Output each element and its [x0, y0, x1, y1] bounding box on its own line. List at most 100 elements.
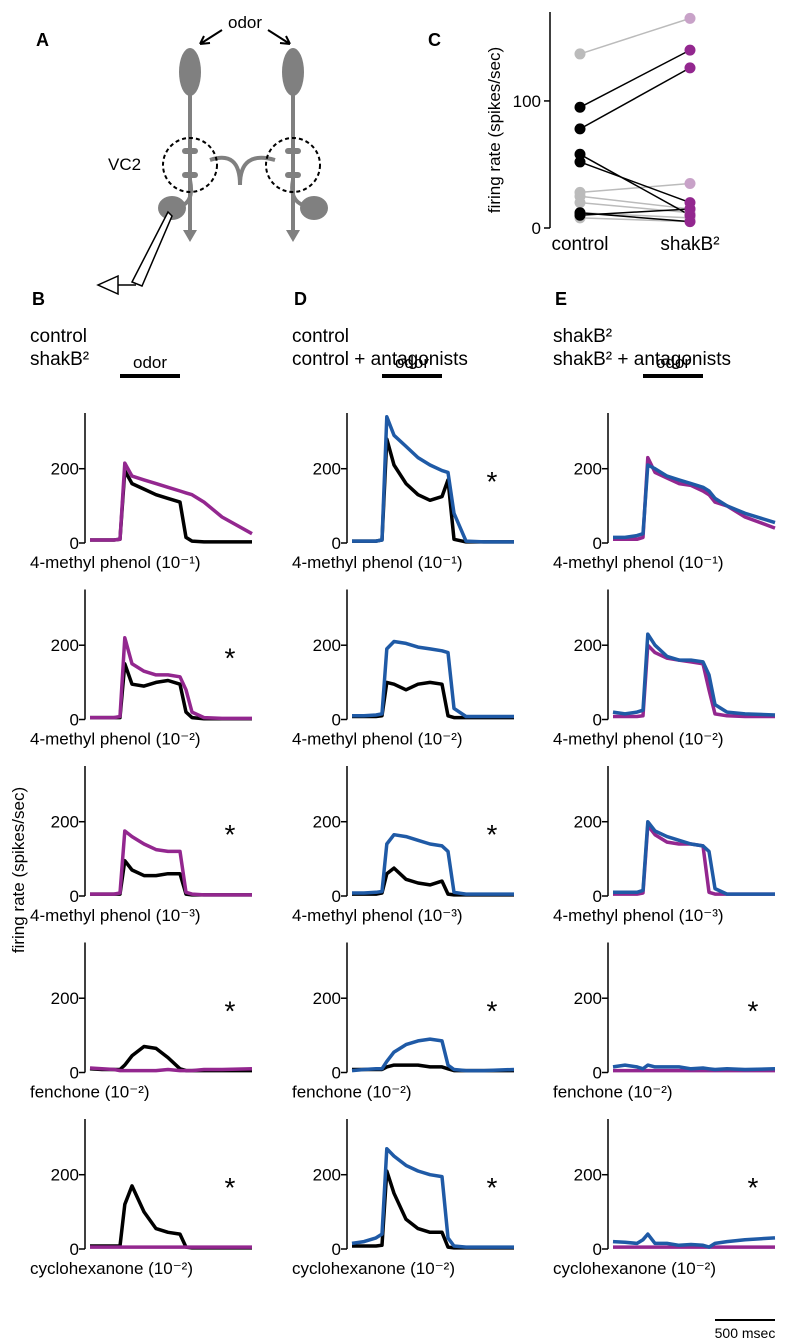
y-tick-label: 200: [51, 1166, 79, 1185]
legend-entry: shakB²: [30, 349, 89, 370]
neuron: [282, 48, 304, 96]
y-tick-label: 0: [332, 887, 341, 906]
significance: *: [225, 819, 236, 850]
y-tick-label: 200: [51, 813, 79, 832]
y-axis-label: firing rate (spikes/sec): [9, 787, 28, 953]
stimulus-label: 4-methyl phenol (10⁻¹): [30, 553, 201, 572]
trace: [612, 1063, 776, 1072]
y-tick-label: 200: [51, 989, 79, 1008]
trace: [613, 823, 775, 896]
trace: [613, 455, 776, 542]
y-tick-label: 100: [513, 92, 541, 111]
point: [684, 216, 696, 228]
y-tick-label: 200: [574, 1166, 602, 1185]
y-tick-label: 200: [574, 636, 602, 655]
trace: [90, 636, 252, 721]
y-tick-label: 0: [332, 534, 341, 553]
arrow: [199, 29, 223, 45]
trace: [351, 1146, 514, 1249]
point: [574, 197, 586, 209]
y-tick-label: 0: [593, 887, 602, 906]
panel-label: D: [294, 289, 307, 309]
point: [574, 48, 586, 60]
y-axis-label: firing rate (spikes/sec): [485, 47, 504, 213]
significance: *: [225, 1172, 236, 1203]
legend-entry: shakB²: [553, 326, 612, 347]
legend-entry: control: [292, 326, 349, 347]
stimulus-label: fenchone (10⁻²): [553, 1083, 673, 1102]
terminal: [285, 148, 301, 154]
trace: [612, 1232, 776, 1249]
neuron: [300, 196, 328, 220]
diagram: A odor VC2: [36, 13, 328, 296]
pair-line: [579, 208, 691, 217]
y-tick-label: 0: [532, 219, 541, 238]
significance: *: [748, 1172, 759, 1203]
point: [574, 148, 586, 160]
arrow: [267, 29, 291, 45]
legend-entry: control: [30, 326, 87, 347]
y-tick-label: 200: [313, 989, 341, 1008]
significance: *: [487, 466, 498, 497]
odor-label: odor: [395, 353, 429, 372]
stimulus-label: cyclohexanone (10⁻²): [553, 1259, 716, 1278]
trace: [90, 468, 252, 544]
y-tick-label: 0: [332, 1240, 341, 1259]
point: [684, 12, 696, 24]
pair-line: [579, 153, 691, 216]
trace: [613, 463, 776, 540]
legend-entry: control + antagonists: [292, 349, 468, 370]
y-tick-label: 0: [593, 1064, 602, 1083]
glomerulus-label: VC2: [108, 155, 141, 174]
y-tick-label: 0: [332, 1064, 341, 1083]
panel-label: B: [32, 289, 45, 309]
stimulus-label: 4-methyl phenol (10⁻³): [292, 906, 463, 925]
pair-line: [579, 182, 691, 194]
terminal: [182, 172, 198, 178]
y-tick-label: 200: [313, 636, 341, 655]
stimulus-label: cyclohexanone (10⁻²): [30, 1259, 193, 1278]
y-tick-label: 0: [70, 1064, 79, 1083]
x-tick-label: control: [551, 234, 608, 255]
y-tick-label: 0: [70, 1240, 79, 1259]
stimulus-label: 4-methyl phenol (10⁻³): [553, 906, 724, 925]
trace: [90, 829, 252, 897]
significance: *: [225, 996, 236, 1027]
stimulus-label: cyclohexanone (10⁻²): [292, 1259, 455, 1278]
electrode: [130, 210, 173, 287]
trace: [351, 1037, 515, 1073]
y-tick-label: 200: [313, 460, 341, 479]
y-tick-label: 0: [593, 711, 602, 730]
stimulus-label: 4-methyl phenol (10⁻²): [553, 730, 724, 749]
significance: *: [487, 1172, 498, 1203]
y-tick-label: 0: [593, 534, 602, 553]
y-tick-label: 0: [70, 887, 79, 906]
point: [574, 123, 586, 135]
y-tick-label: 0: [70, 711, 79, 730]
y-tick-label: 200: [313, 813, 341, 832]
stimulus-label: 4-methyl phenol (10⁻¹): [292, 553, 463, 572]
y-tick-label: 0: [70, 534, 79, 553]
y-tick-label: 200: [574, 813, 602, 832]
y-tick-label: 200: [51, 636, 79, 655]
significance: *: [487, 819, 498, 850]
pair-line: [579, 217, 691, 223]
panel-label: A: [36, 30, 49, 50]
glomerulus: [162, 137, 218, 193]
pair-line: [579, 17, 691, 55]
point: [684, 44, 696, 56]
trace: [352, 832, 514, 896]
stimulus-label: 4-methyl phenol (10⁻²): [30, 730, 201, 749]
stimulus-label: fenchone (10⁻²): [292, 1083, 412, 1102]
odor-label: odor: [133, 353, 167, 372]
y-tick-label: 0: [593, 1240, 602, 1259]
point: [684, 178, 696, 190]
trace: [89, 1066, 253, 1073]
x-tick-label: shakB²: [660, 234, 719, 255]
significance: *: [748, 996, 759, 1027]
scale-bar-label: 500 msec: [715, 1325, 776, 1341]
pair-line: [579, 49, 691, 108]
significance: *: [487, 996, 498, 1027]
